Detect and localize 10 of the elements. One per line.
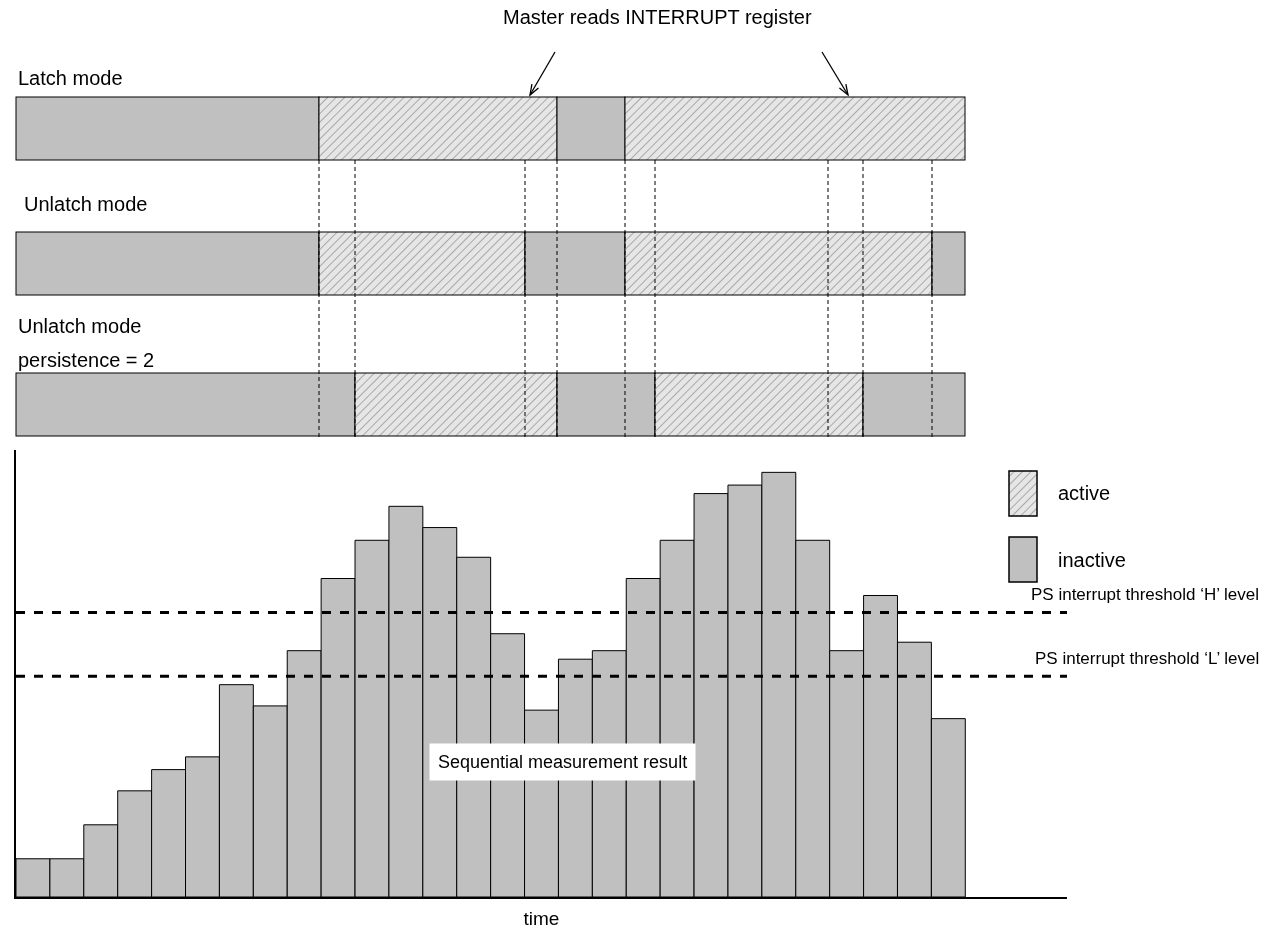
text: Master reads INTERRUPT register	[503, 5, 813, 30]
ref-line-label: PS interrupt threshold ‘H’ level	[1031, 585, 1260, 604]
text: Unlatch mode	[24, 192, 148, 217]
annotation: Sequential measurement result	[438, 752, 688, 772]
text: Latch mode	[18, 66, 123, 91]
ref-line-label: PS interrupt threshold ‘L’ level	[1035, 649, 1260, 668]
x-axis-title: time	[523, 907, 560, 929]
text: Unlatch mode persistence = 2	[18, 314, 156, 373]
text: inactive	[1058, 548, 1126, 573]
text: active	[1058, 481, 1111, 506]
